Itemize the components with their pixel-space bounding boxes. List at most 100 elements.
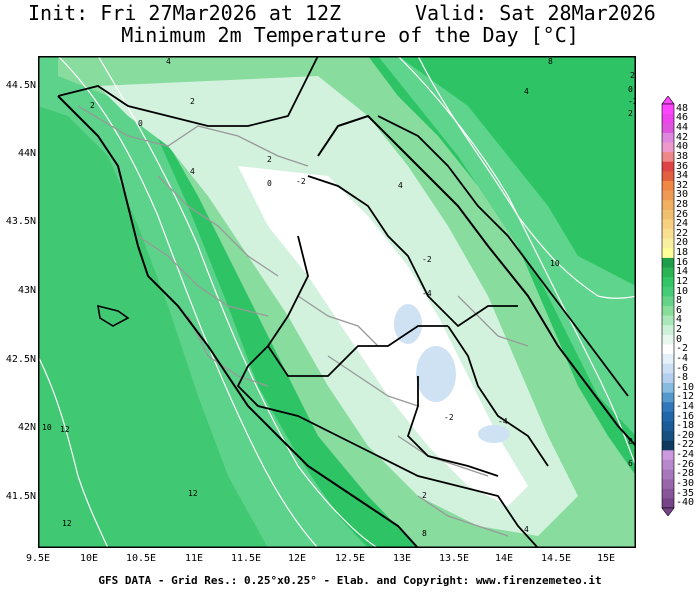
colorbar-label: 0 (676, 333, 683, 345)
frost-pocket-3 (478, 425, 510, 443)
colorbar-swatch (662, 171, 674, 182)
contour-label-group: 4 2 2 0 4 2 0 -2 4 -2 -4 10 2 -2 -4 10 1… (42, 57, 636, 538)
colorbar-swatch (662, 257, 674, 268)
colorbar-label: 24 (676, 218, 689, 230)
colorbar-label: 6 (676, 304, 683, 316)
lon-label: 12.5E (334, 553, 366, 564)
colorbar-label: -28 (676, 468, 695, 480)
contour-label: -2 (628, 97, 636, 106)
colorbar-label: -24 (676, 449, 695, 461)
colorbar-swatch (662, 152, 674, 163)
colorbar-label: -35 (676, 487, 695, 499)
valid-time: Valid: Sat 28Mar2026 (415, 1, 656, 25)
contour-label: 4 (524, 525, 529, 534)
colorbar-swatch (662, 296, 674, 307)
lon-label: 15E (596, 553, 616, 564)
lon-label: 9.5E (25, 553, 51, 564)
lat-label: 44N (17, 148, 36, 159)
colorbar-top-arrow (661, 96, 675, 105)
colorbar-swatch (662, 382, 674, 393)
colorbar-swatch (662, 209, 674, 220)
colorbar-label: 32 (676, 179, 689, 191)
contour-label: -2 (422, 255, 432, 264)
colorbar-label: 8 (676, 295, 683, 307)
init-time: Init: Fri 27Mar2026 at 12Z (28, 1, 342, 25)
colorbar-label: 10 (676, 285, 689, 297)
lon-label: 13.5E (438, 553, 470, 564)
colorbar-swatch (662, 238, 674, 249)
contour-label: -4 (422, 289, 432, 298)
colorbar-swatch (662, 248, 674, 259)
colorbar-label: -14 (676, 401, 695, 412)
colorbar-swatch (662, 315, 674, 326)
lon-label: 14E (494, 553, 514, 564)
frost-pocket-1 (394, 304, 422, 344)
colorbar-label: 14 (676, 266, 689, 278)
colorbar-swatch (662, 219, 674, 230)
contour-label: 8 (548, 57, 553, 66)
colorbar-swatch (662, 488, 674, 499)
colorbar-swatch (662, 344, 674, 355)
colorbar-swatch (662, 469, 674, 480)
colorbar-label: 30 (676, 189, 689, 201)
colorbar-label: -20 (676, 429, 695, 441)
colorbar-label: 36 (676, 160, 689, 172)
contour-label: 2 (628, 109, 633, 118)
contour-label: -2 (296, 177, 306, 186)
contour-label: 8 (628, 437, 633, 446)
contour-label: 8 (422, 529, 427, 538)
contour-label: 2 (422, 491, 427, 500)
temperature-map: 4 2 2 0 4 2 0 -2 4 -2 -4 10 2 -2 -4 10 1… (38, 56, 636, 548)
contour-label: 4 (524, 87, 529, 96)
colorbar-swatch (662, 306, 674, 316)
colorbar-swatch (662, 190, 674, 201)
lat-label: 42N (17, 422, 36, 433)
colorbar-label: 42 (676, 131, 689, 143)
colorbar-swatch (662, 200, 674, 211)
contour-label: 4 (398, 181, 403, 190)
colorbar-swatch (662, 286, 674, 297)
colorbar-swatch (662, 498, 674, 509)
credit-line: GFS DATA - Grid Res.: 0.25°x0.25° - Elab… (98, 574, 602, 587)
contour-label: 10 (42, 423, 52, 432)
colorbar-label: 34 (676, 170, 689, 182)
adriatic-coastline (317, 114, 636, 447)
lat-label: 43N (17, 285, 36, 296)
colorbar-label: 40 (676, 141, 689, 153)
colorbar-label: 12 (676, 275, 689, 287)
colorbar-swatch (662, 440, 674, 451)
colorbar-label: -22 (676, 439, 695, 451)
colorbar-label: -2 (676, 343, 689, 355)
lat-label: 41.5N (5, 491, 36, 502)
contour-label: -4 (498, 417, 508, 426)
colorbar-label: -12 (676, 391, 695, 403)
lat-label: 43.5N (5, 216, 36, 227)
colorbar-label: 16 (676, 256, 689, 268)
lon-label: 12E (287, 553, 307, 564)
lon-label: 11E (184, 553, 204, 564)
colorbar-swatch (662, 325, 674, 336)
lon-label: 10E (79, 553, 99, 564)
colorbar-swatch (662, 392, 674, 403)
colorbar-swatch (662, 373, 674, 384)
apennine-ridge (238, 166, 528, 506)
adriatic-warm (398, 56, 636, 286)
region-borders (57, 56, 629, 548)
colorbar-swatch (662, 421, 674, 432)
contour-label: 2 (267, 155, 272, 164)
lat-label: 44.5N (5, 80, 36, 91)
colorbar-label: 20 (676, 237, 689, 249)
colorbar-label: 22 (676, 227, 689, 239)
contour-label: 12 (188, 489, 198, 498)
colorbar-swatch (662, 450, 674, 461)
colorbar-label: 4 (676, 314, 683, 326)
colorbar-label: -16 (676, 410, 695, 422)
contour-label: 12 (60, 425, 70, 434)
contour-label: 0 (267, 179, 272, 188)
colorbar-label: -10 (676, 381, 695, 393)
colorbar-swatch (662, 479, 674, 490)
colorbar-swatch (662, 363, 674, 374)
contour-label: 12 (62, 519, 72, 528)
colorbar-swatch (662, 229, 674, 239)
colorbar-label: 28 (676, 199, 689, 210)
